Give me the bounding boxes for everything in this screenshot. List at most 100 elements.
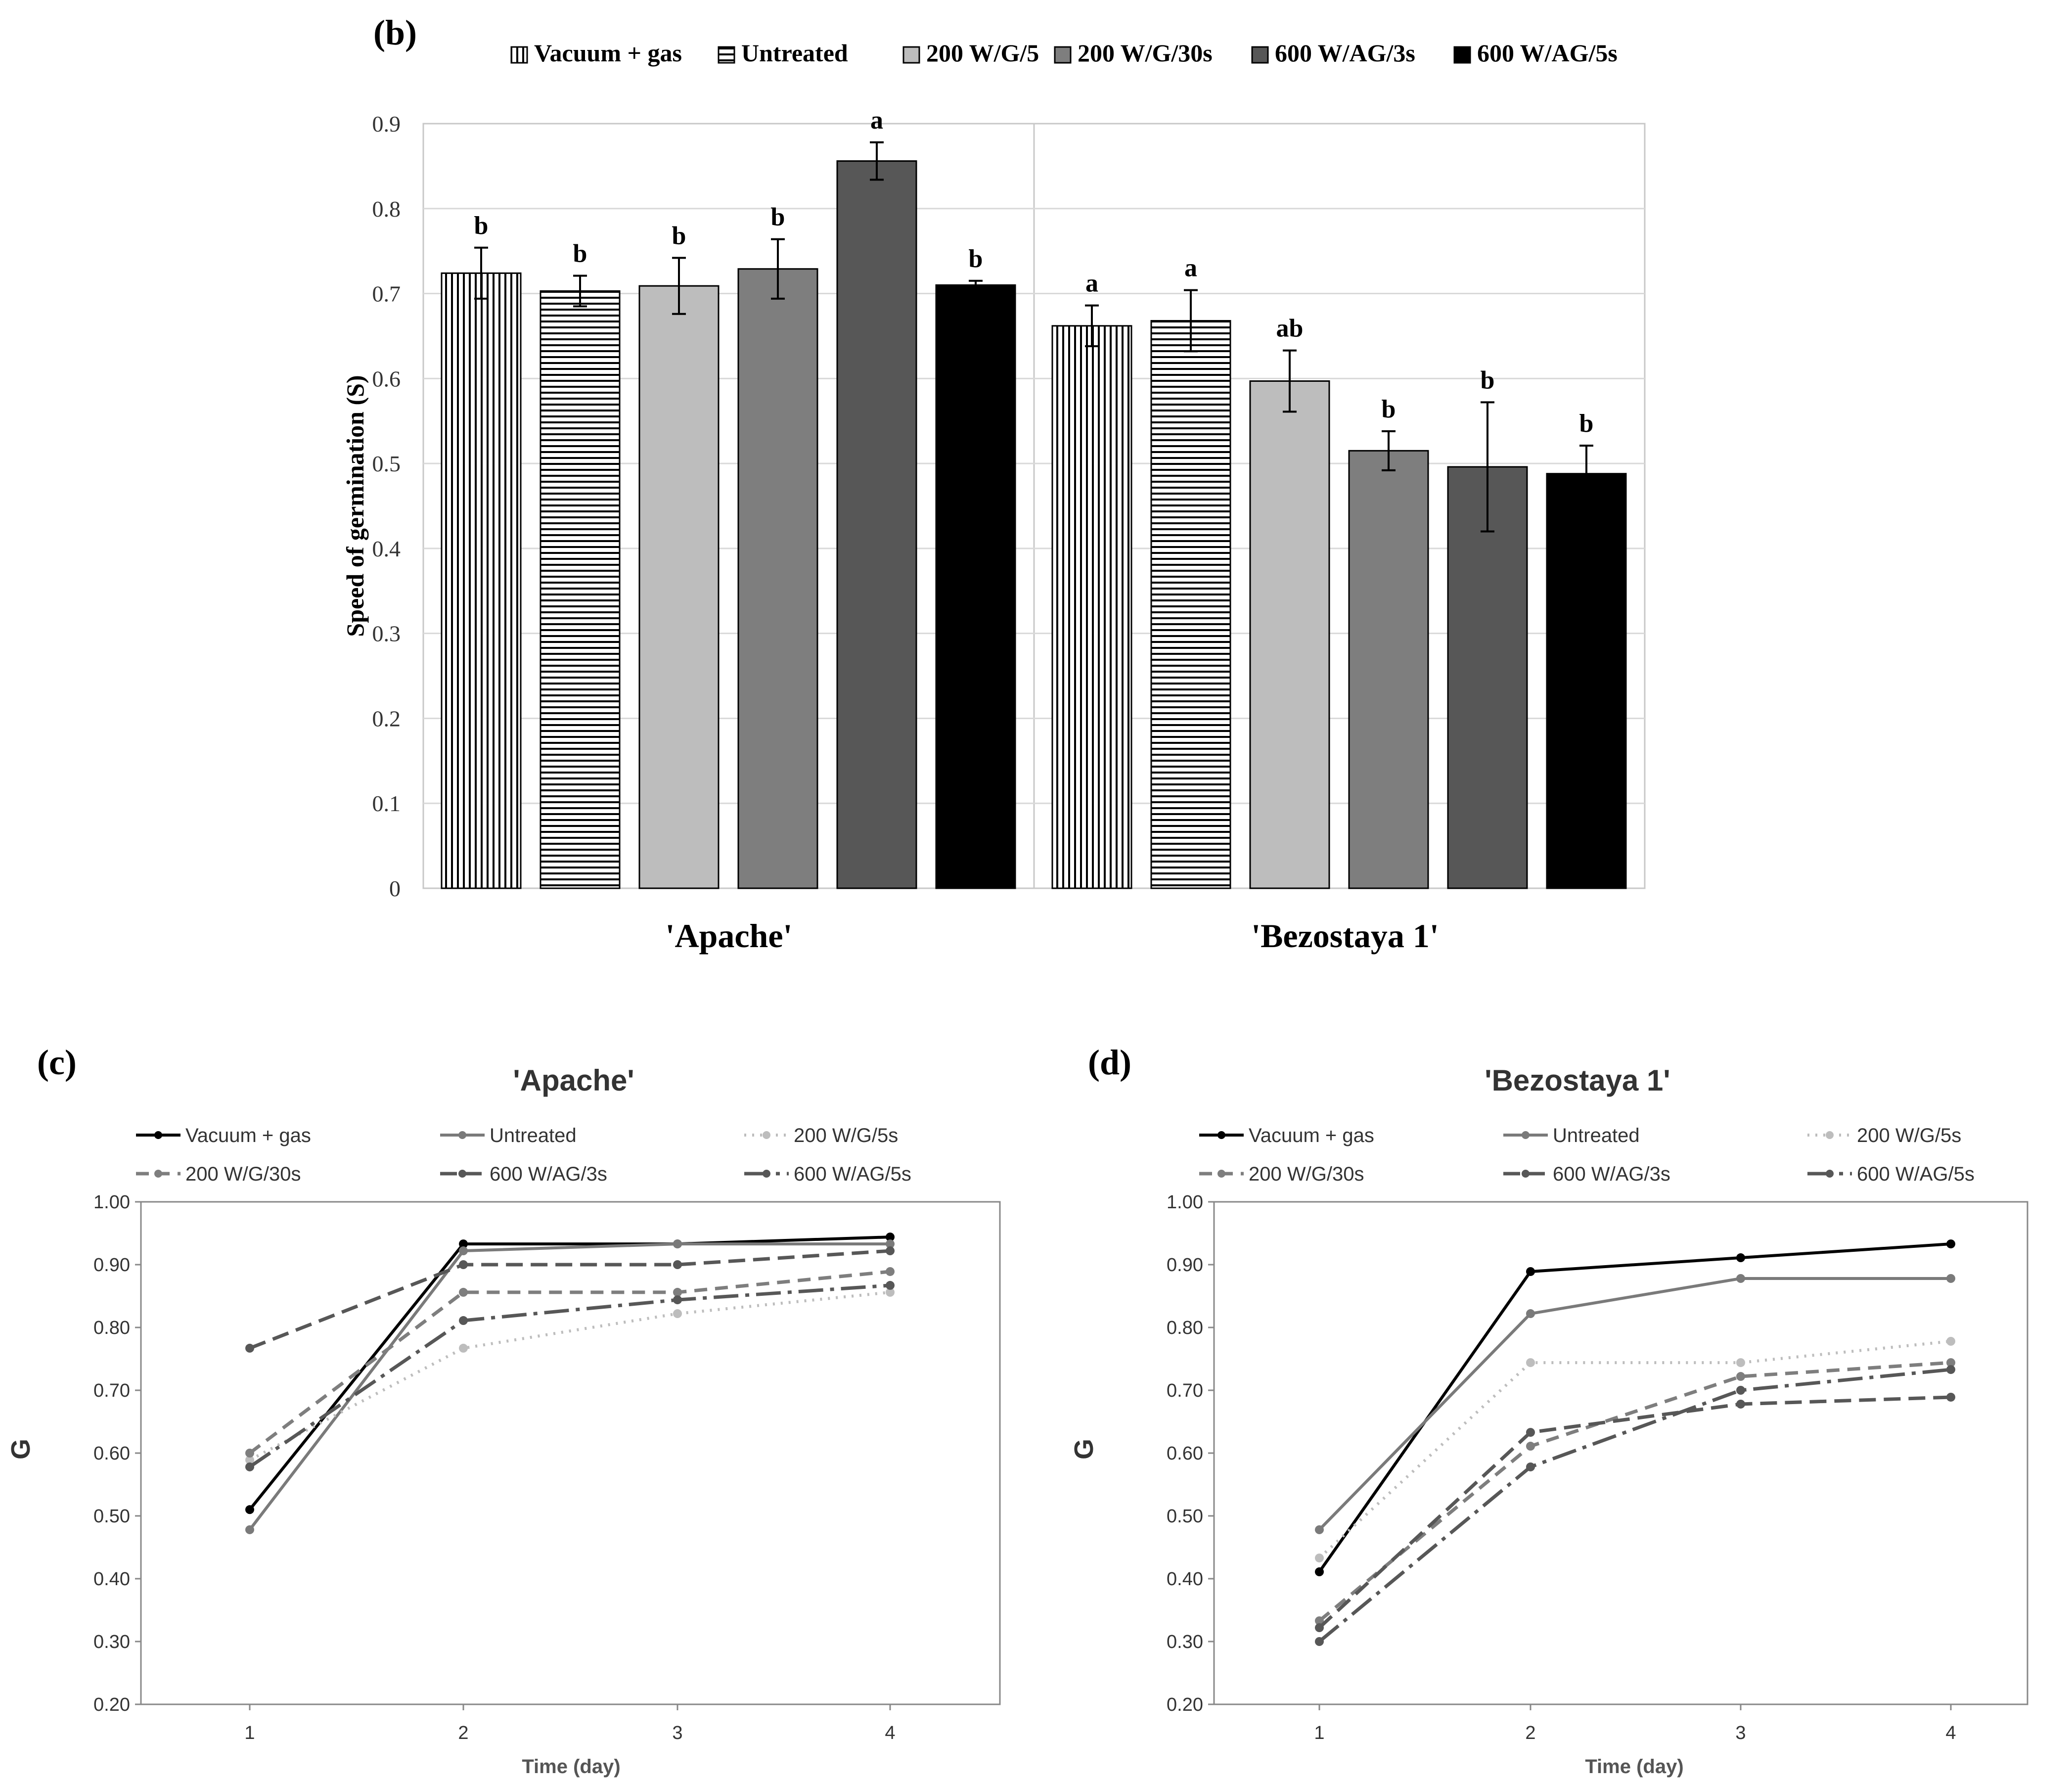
y-tick-label: 0.80 [93, 1318, 130, 1338]
legend-marker [763, 1170, 770, 1178]
y-tick-label: 1.00 [1167, 1192, 1203, 1213]
series-point [886, 1233, 895, 1242]
series-point [886, 1239, 895, 1249]
bar-chart-panel: (b) Vacuum + gas Untreated 200 W/G/5 200 W/… [341, 13, 1646, 955]
x-tick-label: 1 [1314, 1723, 1324, 1743]
series-point [673, 1260, 682, 1269]
series-point [886, 1267, 895, 1276]
y-tick-label: 0.30 [1167, 1632, 1203, 1652]
series-point [1736, 1274, 1745, 1283]
series-point [1315, 1637, 1324, 1646]
y-tick-label: 0.50 [1167, 1506, 1203, 1527]
bezostaya-y-axis-label: G [1069, 1439, 1099, 1460]
legend-label: Vacuum + gas [534, 39, 682, 67]
legend-marker [1522, 1170, 1530, 1178]
legend-label: Untreated [741, 39, 848, 67]
y-tick-label: 0.30 [93, 1632, 130, 1652]
bar [737, 268, 818, 889]
series-line [248, 1270, 891, 1455]
series-point [886, 1287, 895, 1297]
bar-y-tick-labels: 0 0.1 0.2 0.3 0.4 0.5 0.6 0.7 0.8 0.9 [372, 111, 401, 901]
legend-marker [1217, 1170, 1225, 1178]
series-line [249, 1290, 891, 1461]
series-point [245, 1525, 254, 1534]
legend-label: 200 W/G/5s [1857, 1125, 1961, 1146]
significance-letter: b [1579, 410, 1594, 438]
legend-marker [1217, 1131, 1225, 1139]
bar-y-tick-label: 0.5 [372, 451, 401, 476]
series-point [1526, 1267, 1535, 1276]
bezostaya-chart-legend: Vacuum + gas Untreated 200 W/G/5s 200 W/G/3… [1199, 1125, 1975, 1185]
bar [441, 272, 522, 889]
bezostaya-x-axis-label: Time (day) [1585, 1756, 1683, 1778]
legend-label: 600 W/AG/5s [794, 1163, 911, 1185]
apache-chart-legend: Vacuum + gas Untreated 200 W/G/5s 200 W/G/3… [136, 1125, 911, 1185]
legend-label: 600 W/AG/5s [1477, 39, 1618, 67]
significance-letter: b [672, 222, 686, 250]
bar-y-axis-label: Speed of germination (S) [341, 375, 369, 637]
series-point [1736, 1399, 1745, 1409]
legend-marker [154, 1170, 162, 1178]
series-point [1946, 1365, 1955, 1374]
y-tick-label: 0.60 [1167, 1443, 1203, 1464]
significance-letter: b [771, 203, 785, 231]
bar-gridlines [423, 208, 1645, 804]
series-line [249, 1249, 891, 1350]
bar-y-tick-label: 0.9 [372, 111, 401, 137]
bar [1348, 450, 1429, 889]
y-tick-label: 0.20 [93, 1694, 130, 1715]
legend-label: 200 W/G/5 [926, 39, 1039, 67]
apache-y-axis-label: G [6, 1439, 36, 1460]
legend-label: 600 W/AG/5s [1857, 1163, 1975, 1185]
legend-marker [1826, 1170, 1834, 1178]
bar-category-labels: 'Apache' 'Bezostaya 1' [666, 917, 1439, 955]
series-point [1526, 1442, 1535, 1451]
series-point [1946, 1392, 1955, 1402]
significance-letter: b [474, 212, 489, 240]
series-point [459, 1287, 468, 1297]
y-tick-label: 0.70 [93, 1380, 130, 1401]
legend-swatch [902, 46, 920, 64]
x-tick-label: 2 [458, 1723, 468, 1743]
plot-frame [1213, 1201, 2028, 1705]
y-tick-label: 0.90 [93, 1255, 130, 1276]
legend-swatch [510, 46, 528, 64]
legend-swatch [718, 46, 735, 64]
bar-category-label: 'Apache' [666, 917, 793, 955]
apache-x-axis-label: Time (day) [522, 1756, 620, 1778]
panel-label-b: (b) [373, 13, 417, 52]
significance-letter: a [1184, 254, 1197, 282]
plot-frame [140, 1201, 1001, 1705]
series-point [886, 1280, 895, 1290]
legend-swatch [1251, 46, 1269, 64]
significance-letter: a [1085, 270, 1098, 298]
apache-line-chart-panel: (c) 'Apache' Vacuum + gas Untreated 200 W/… [6, 1043, 1001, 1778]
bar [540, 290, 621, 889]
bar-series [441, 160, 1627, 889]
series-point [1315, 1553, 1324, 1563]
series-point [673, 1287, 682, 1297]
series-point [1315, 1623, 1324, 1633]
bar-error-bars [474, 141, 1593, 533]
y-tick-label: 0.50 [93, 1506, 130, 1527]
bar-y-tick-label: 0.6 [372, 366, 401, 391]
significance-letter: b [1382, 395, 1396, 423]
legend-label: 200 W/G/30s [1249, 1163, 1364, 1185]
series-point [1946, 1358, 1955, 1368]
legend-label: 200 W/G/5s [794, 1125, 898, 1146]
series-line [1318, 1368, 1951, 1643]
series-point [1526, 1309, 1535, 1319]
bar [1150, 320, 1231, 889]
legend-swatch [1453, 46, 1471, 64]
series-point [1946, 1239, 1955, 1249]
apache-plot: 0.20 0.30 0.40 0.50 0.60 0.70 0.80 0.90 1.00 1 2 3 4 [93, 1192, 1001, 1743]
significance-letter: b [969, 245, 983, 273]
series-point [1526, 1358, 1535, 1368]
legend-label: Untreated [490, 1125, 577, 1146]
series-line [1318, 1361, 1951, 1622]
y-tick-label: 0.60 [93, 1443, 130, 1464]
series-point [673, 1239, 682, 1249]
y-tick-label: 0.40 [1167, 1569, 1203, 1590]
legend-marker [1826, 1131, 1834, 1139]
